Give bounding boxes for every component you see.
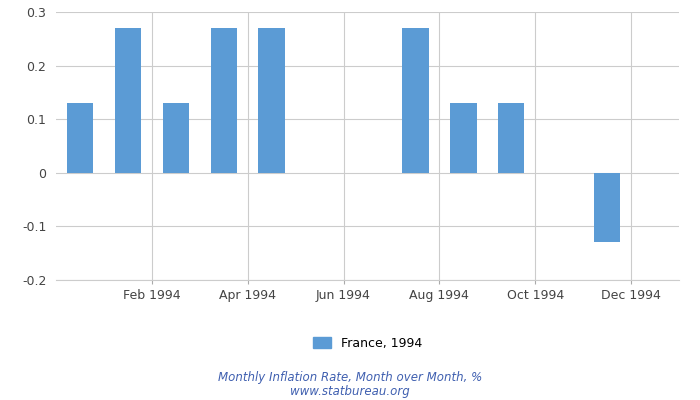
- Bar: [498, 103, 524, 173]
- Bar: [450, 103, 477, 173]
- Text: Monthly Inflation Rate, Month over Month, %: Monthly Inflation Rate, Month over Month…: [218, 372, 482, 384]
- Bar: [258, 28, 285, 173]
- Bar: [115, 28, 141, 173]
- Bar: [594, 173, 620, 242]
- Bar: [211, 28, 237, 173]
- Legend: France, 1994: France, 1994: [307, 332, 428, 355]
- Bar: [66, 103, 93, 173]
- Text: www.statbureau.org: www.statbureau.org: [290, 385, 410, 398]
- Bar: [402, 28, 428, 173]
- Bar: [162, 103, 189, 173]
